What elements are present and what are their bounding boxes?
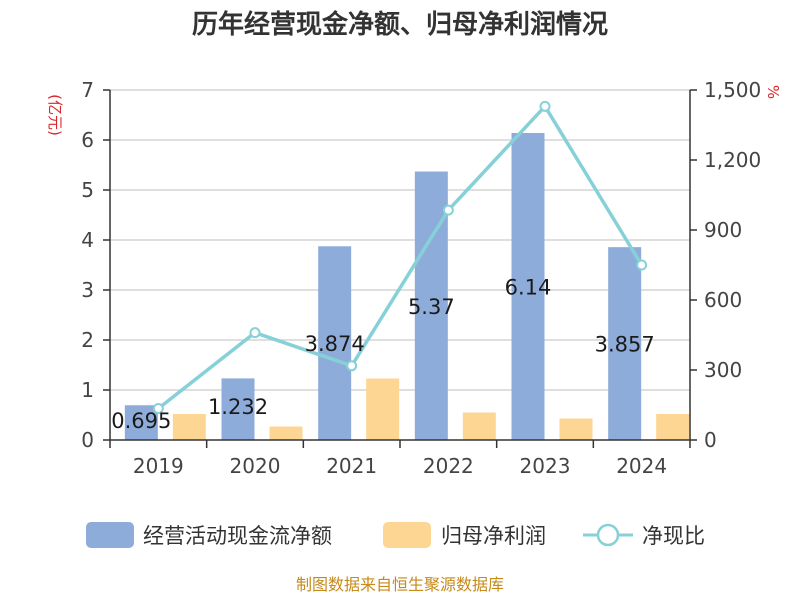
legend-marker [596, 523, 620, 547]
x-axis-tick-label: 2021 [326, 454, 377, 478]
x-axis-tick-label: 2022 [423, 454, 474, 478]
line-point [346, 360, 358, 372]
bar-net-profit [269, 426, 303, 440]
bar-net-profit [559, 418, 593, 440]
left-axis-tick-label: 6 [81, 128, 94, 152]
left-axis-unit: (亿元) [46, 94, 64, 136]
data-label: 3.874 [305, 332, 365, 356]
left-axis-tick-label: 2 [81, 328, 94, 352]
bar-net-profit [366, 378, 400, 440]
bars [124, 133, 690, 440]
left-axis-tick-label: 1 [81, 378, 94, 402]
x-axis-tick-label: 2020 [230, 454, 281, 478]
right-axis-tick-label: 1,500 [704, 78, 761, 102]
legend-label: 净现比 [642, 524, 705, 548]
left-axis-tick-label: 5 [81, 178, 94, 202]
bar-operating-cash-flow [511, 133, 545, 440]
line-point [636, 259, 648, 271]
left-axis-tick-label: 0 [81, 428, 94, 452]
bar-net-profit [172, 414, 206, 440]
bar-operating-cash-flow [318, 246, 352, 440]
data-label: 3.857 [595, 333, 655, 357]
x-axis-tick-label: 2019 [133, 454, 184, 478]
line-point [442, 204, 454, 216]
right-axis-unit: % [764, 85, 782, 99]
data-label: 0.695 [111, 409, 171, 433]
bar-operating-cash-flow [414, 171, 448, 440]
legend-swatch-operating-cash-flow [86, 522, 134, 548]
right-axis-tick-label: 900 [704, 218, 742, 242]
line-point [249, 327, 261, 339]
line-net-cash-ratio [157, 104, 644, 410]
x-axis-tick-label: 2023 [520, 454, 571, 478]
tick-labels: 0 1 2 3 4 5 6 7 0 300 600 900 1,200 1,500 2019 2020 2021… [81, 78, 761, 478]
data-labels: 0.695 1.232 3.874 5.37 6.14 3.857 [111, 276, 654, 434]
legend: 经营活动现金流净额 归母净利润 净现比 [86, 522, 705, 548]
bar-operating-cash-flow [608, 247, 642, 440]
left-axis-tick-label: 7 [81, 78, 94, 102]
left-axis-tick-label: 3 [81, 278, 94, 302]
line-point [539, 100, 551, 112]
left-axis-tick-label: 4 [81, 228, 94, 252]
data-label: 5.37 [408, 295, 455, 319]
line-point [152, 403, 164, 414]
bar-net-profit [462, 412, 496, 440]
chart-title: 历年经营现金净额、归母净利润情况 [192, 9, 608, 40]
source-note: 制图数据来自恒生聚源数据库 [296, 575, 504, 594]
bar-operating-cash-flow [124, 405, 158, 440]
right-axis-tick-label: 300 [704, 358, 742, 382]
data-label: 6.14 [505, 276, 552, 300]
axes [103, 89, 697, 448]
right-axis-tick-label: 1,200 [704, 148, 761, 172]
line-series [152, 100, 648, 414]
legend-label: 归母净利润 [441, 524, 546, 548]
data-label: 1.232 [208, 395, 268, 419]
x-axis-tick-label: 2024 [616, 454, 667, 478]
bar-operating-cash-flow [221, 378, 255, 440]
legend-swatch-net-profit [383, 522, 431, 548]
legend-label: 经营活动现金流净额 [143, 524, 332, 548]
right-axis-tick-label: 600 [704, 288, 742, 312]
bar-net-profit [656, 414, 690, 440]
right-axis-tick-label: 0 [704, 428, 717, 452]
